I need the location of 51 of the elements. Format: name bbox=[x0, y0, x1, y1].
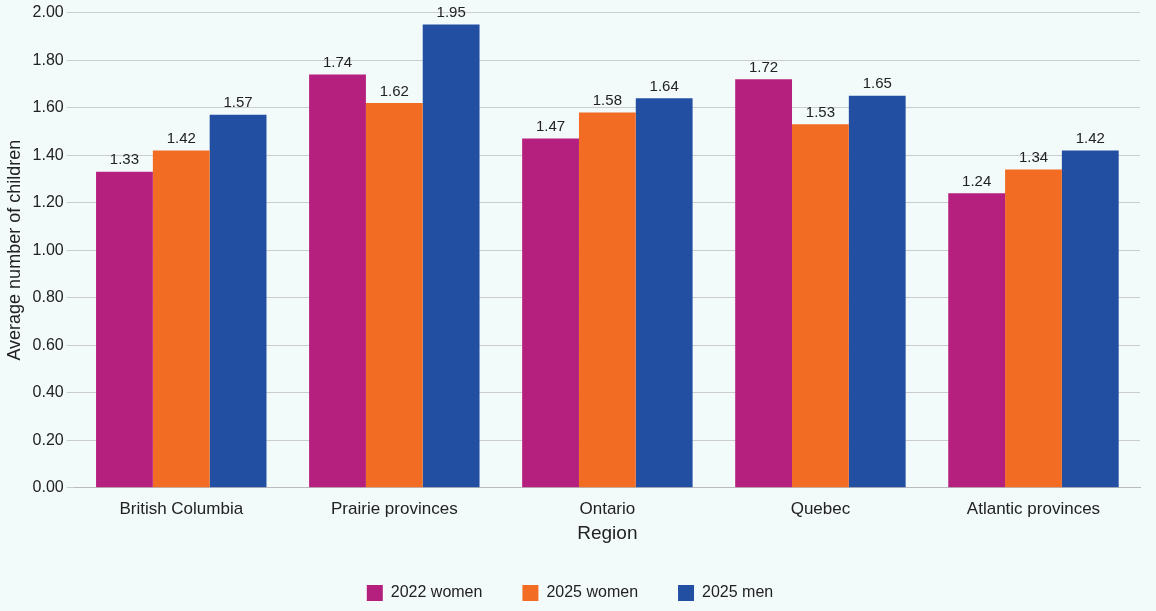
y-tick-label: 0.40 bbox=[32, 383, 64, 401]
data-label: 1.42 bbox=[166, 129, 196, 147]
bar bbox=[96, 171, 153, 488]
data-label: 1.72 bbox=[749, 57, 779, 75]
y-tick-label: 1.60 bbox=[32, 98, 64, 116]
bar bbox=[152, 150, 210, 488]
data-label: 1.74 bbox=[322, 53, 353, 71]
data-label: 1.24 bbox=[962, 171, 992, 189]
x-tick-label: Quebec bbox=[790, 498, 851, 518]
data-label: 1.34 bbox=[1018, 148, 1049, 166]
bar bbox=[735, 79, 793, 488]
bar bbox=[522, 138, 579, 488]
data-label: 1.42 bbox=[1075, 129, 1105, 147]
legend-label: 2025 men bbox=[702, 583, 774, 601]
y-tick-label: 0.60 bbox=[32, 335, 64, 353]
y-tick-label: 1.40 bbox=[32, 145, 64, 163]
data-label: 1.57 bbox=[223, 93, 253, 111]
x-tick-label: Prairie provinces bbox=[331, 498, 458, 518]
x-axis-title: Region bbox=[577, 521, 638, 543]
data-label: 1.33 bbox=[109, 150, 140, 168]
data-label: 1.65 bbox=[862, 74, 892, 92]
y-axis-title: Average number of children bbox=[3, 139, 24, 361]
data-label: 1.58 bbox=[592, 91, 622, 109]
y-tick-label: 1.80 bbox=[32, 50, 64, 68]
bar bbox=[309, 74, 366, 488]
bar bbox=[209, 114, 267, 488]
bar bbox=[1005, 169, 1062, 488]
y-tick-label: 1.00 bbox=[32, 240, 64, 258]
y-tick-label: 1.20 bbox=[32, 193, 64, 211]
bar bbox=[422, 24, 480, 488]
data-label: 1.64 bbox=[649, 76, 679, 94]
bar bbox=[635, 98, 693, 488]
y-tick-label: 2.00 bbox=[32, 3, 64, 21]
data-label: 1.47 bbox=[535, 117, 566, 135]
y-tick-label: 0.80 bbox=[32, 288, 64, 306]
bar bbox=[948, 193, 1006, 488]
y-tick-label: 0.00 bbox=[32, 478, 64, 496]
data-label: 1.62 bbox=[379, 81, 409, 99]
legend-label: 2022 women bbox=[390, 583, 483, 601]
x-tick-label: Atlantic provinces bbox=[966, 498, 1101, 518]
bar bbox=[792, 124, 849, 488]
legend-label: 2025 women bbox=[546, 583, 639, 601]
x-tick-label: British Columbia bbox=[119, 498, 244, 518]
data-label: 1.95 bbox=[436, 3, 466, 21]
bar bbox=[365, 102, 423, 488]
x-tick-label: Ontario bbox=[579, 498, 636, 518]
data-label: 1.53 bbox=[805, 102, 836, 120]
bar bbox=[578, 112, 636, 488]
y-tick-label: 0.20 bbox=[32, 430, 64, 448]
bar bbox=[1061, 150, 1119, 488]
bar bbox=[848, 95, 906, 488]
